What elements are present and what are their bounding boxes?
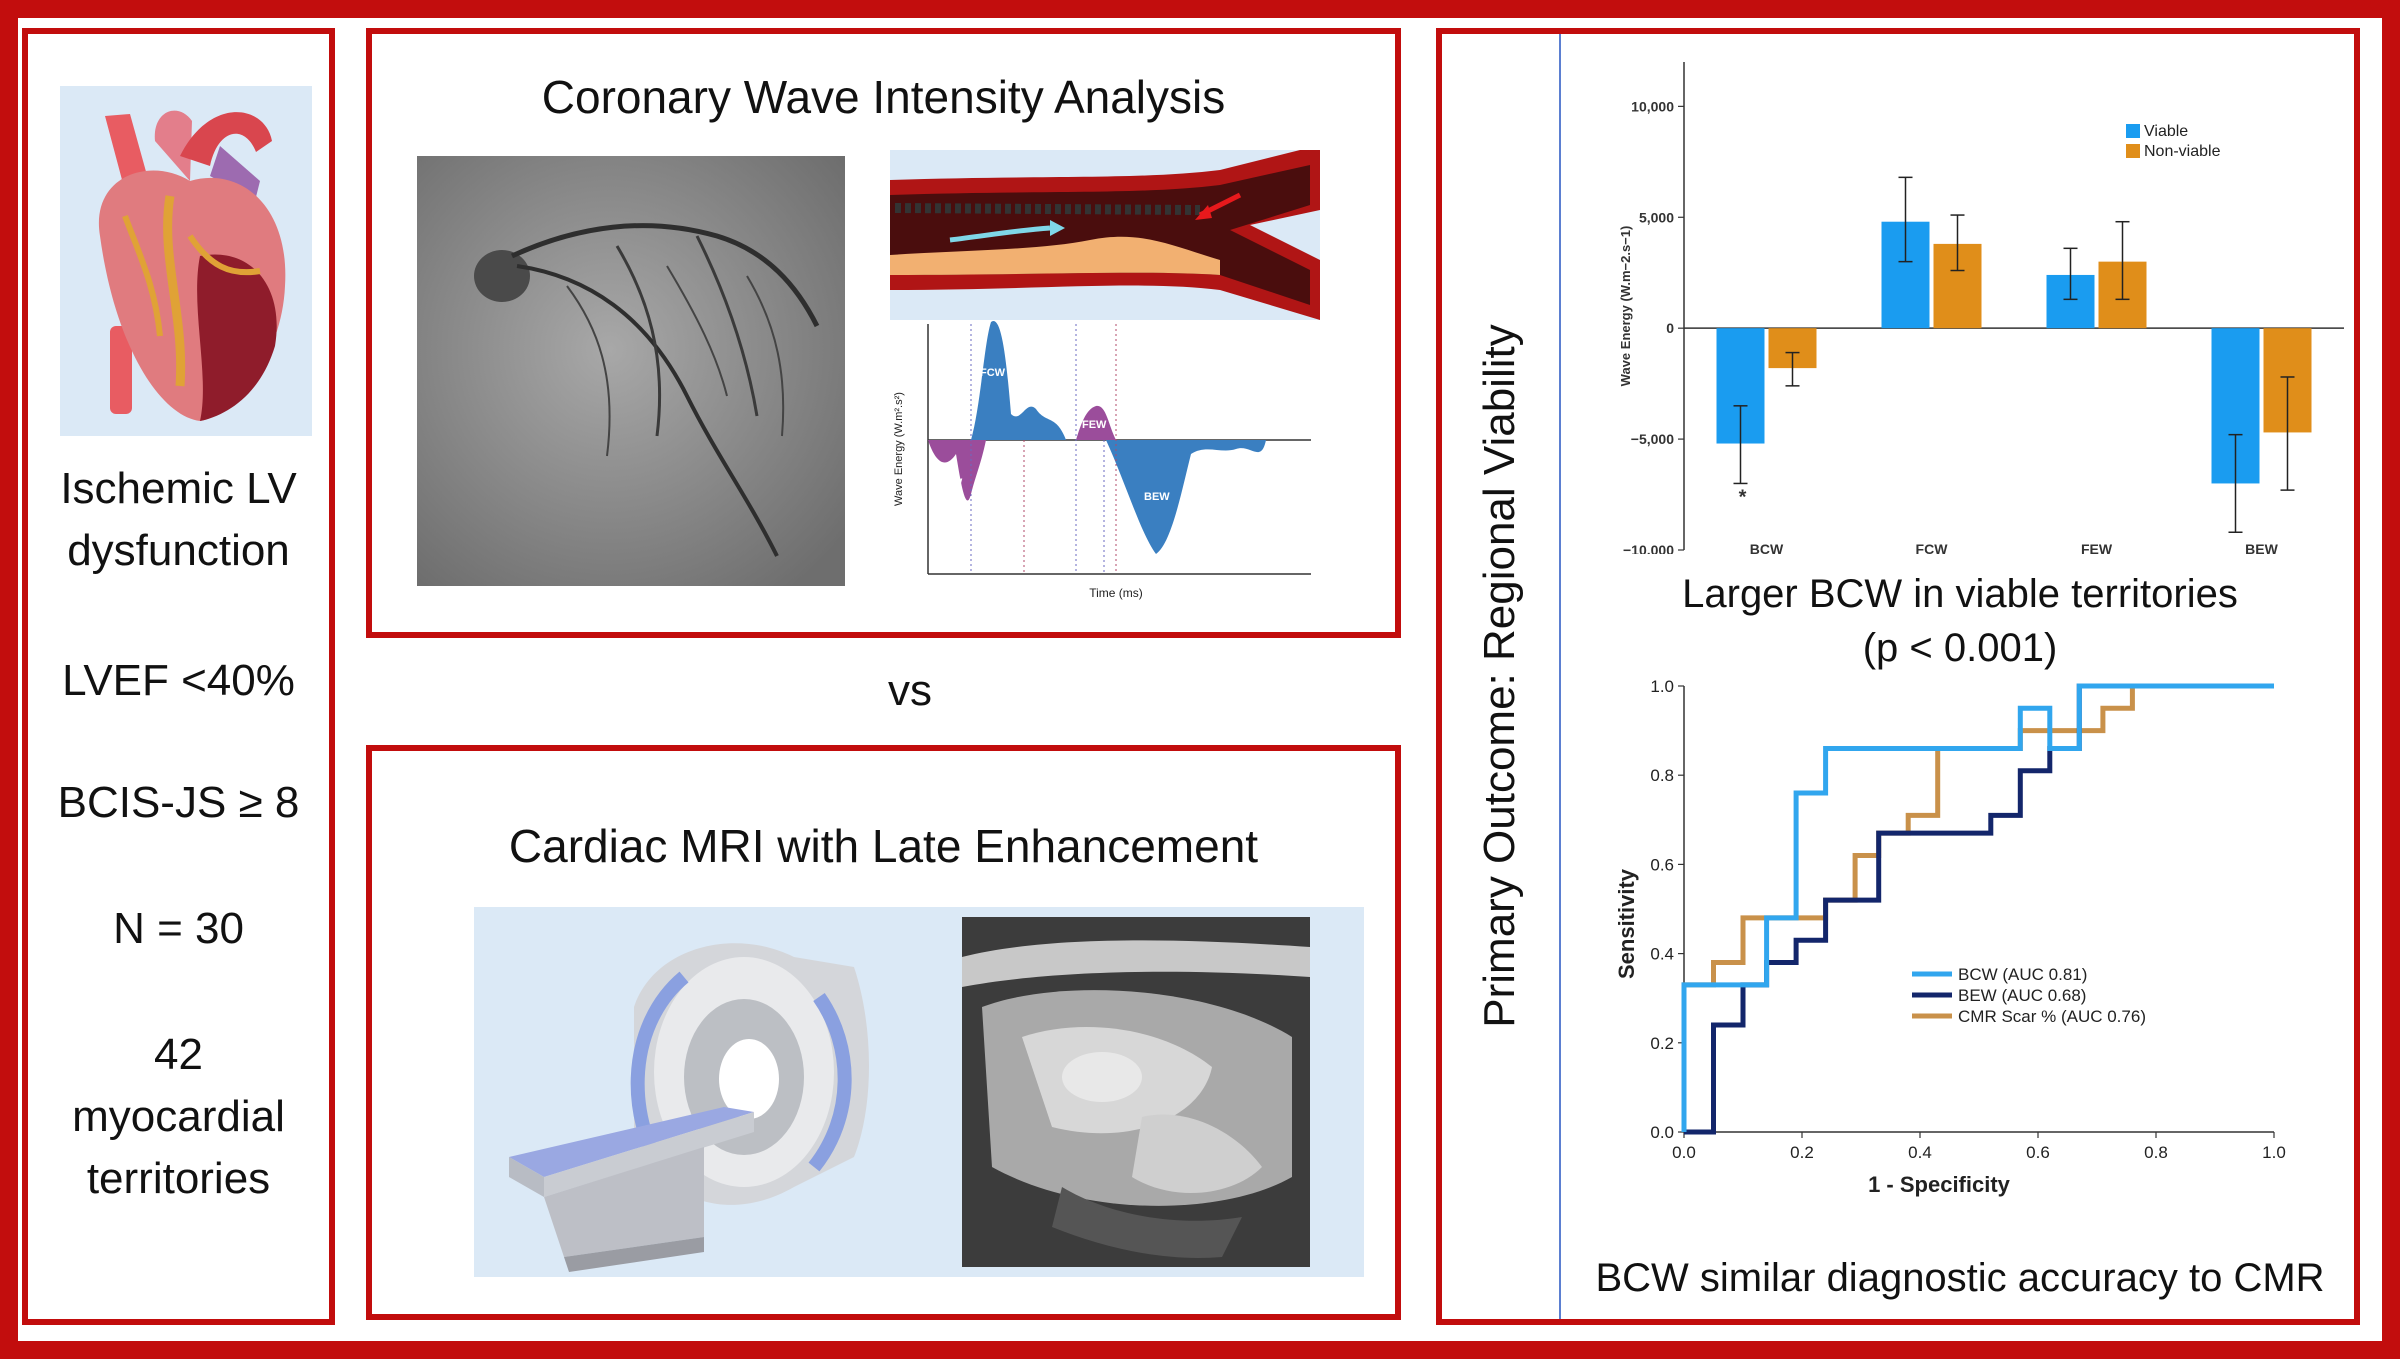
cmr-title: Cardiac MRI with Late Enhancement (508, 820, 1259, 872)
roc-y-tick-label: 0.8 (1650, 766, 1674, 785)
bar-y-tick-label: −10,000 (1623, 542, 1674, 554)
wave-energy-bar-chart: 10,000 5,000 0 −5,000 −10,000 BCW FCW FEW BEW * Wa… (1618, 62, 2344, 554)
roc-y-tick-label: 0.2 (1650, 1034, 1674, 1053)
criteria-line-ischemic: Ischemic LV (60, 464, 297, 513)
artery-catheter-illustration (890, 150, 1320, 320)
criteria-line-42: 42 (154, 1030, 203, 1079)
significance-asterisk: * (1739, 486, 1747, 508)
mri-scanner-illustration (474, 907, 1364, 1277)
criteria-line-n: N = 30 (113, 904, 244, 953)
roc-x-axis-label: 1 - Specificity (1868, 1172, 2011, 1197)
roc-y-tick-label: 0.0 (1650, 1123, 1674, 1142)
legend-label-non-viable: Non-viable (2144, 143, 2221, 160)
patient-criteria-panel: Ischemic LV dysfunction LVEF <40% BCIS-J… (22, 28, 335, 1325)
criteria-line-lvef: LVEF <40% (62, 656, 295, 705)
bcw-label: BCW (936, 477, 963, 489)
bar-category-label: BEW (2245, 541, 2278, 554)
cmr-panel: Cardiac MRI with Late Enhancement (366, 745, 1401, 1320)
legend-label-viable: Viable (2144, 123, 2188, 140)
roc-y-tick-label: 0.4 (1650, 945, 1674, 964)
legend-swatch-non-viable (2126, 144, 2140, 158)
criteria-line-myocardial: myocardial (72, 1092, 285, 1141)
roc-x-tick-label: 0.8 (2144, 1143, 2168, 1162)
roc-x-tick-label: 0.6 (2026, 1143, 2050, 1162)
outcome-panel: Primary Outcome: Regional Viability 10,0… (1436, 28, 2360, 1325)
roc-x-tick-label: 1.0 (2262, 1143, 2286, 1162)
cwia-panel: Coronary Wave Intensity Analysis (366, 28, 1401, 638)
roc-x-tick-label: 0.4 (1908, 1143, 1932, 1162)
criteria-line-bcis: BCIS-JS ≥ 8 (57, 778, 300, 827)
bar-y-tick-label: 5,000 (1639, 209, 1674, 225)
fcw-label: FCW (980, 367, 1006, 379)
roc-curve-chart: 0.0 0.2 0.4 0.6 0.8 1.0 0.0 0.2 0.4 0.6 0.8 1.0 1 - … (1614, 677, 2286, 1197)
roc-x-tick-label: 0.2 (1790, 1143, 1814, 1162)
legend-swatch-viable (2126, 124, 2140, 138)
criteria-line-dysfunction: dysfunction (67, 526, 290, 575)
cardiac-mri-image (962, 917, 1310, 1267)
wave-xlabel: Time (ms) (1089, 586, 1143, 600)
vs-label: vs (888, 666, 932, 715)
bar-caption-1: Larger BCW in viable territories (1682, 572, 2238, 616)
bar-y-tick-label: 0 (1666, 320, 1674, 336)
wave-ylabel: Wave Energy (W.m².s²) (893, 392, 905, 506)
roc-y-axis-label: Sensitivity (1614, 868, 1639, 979)
outcome-side-title: Primary Outcome: Regional Viability (1475, 324, 1524, 1028)
bar-y-tick-label: 10,000 (1631, 98, 1674, 114)
few-label: FEW (1082, 419, 1107, 431)
roc-legend-label: BEW (AUC 0.68) (1958, 986, 2086, 1005)
roc-caption: BCW similar diagnostic accuracy to CMR (1595, 1256, 2325, 1300)
roc-legend-label: BCW (AUC 0.81) (1958, 965, 2087, 984)
bar-category-label: BCW (1750, 541, 1784, 554)
bew-label: BEW (1144, 491, 1170, 503)
wave-intensity-plot: FCW FEW BCW BEW Wave Energy (W.m².s²) Ti… (893, 320, 1311, 600)
roc-y-tick-label: 0.6 (1650, 855, 1674, 874)
bar-y-tick-label: −5,000 (1631, 431, 1674, 447)
roc-legend-label: CMR Scar % (AUC 0.76) (1958, 1007, 2146, 1026)
criteria-line-territories: territories (86, 1154, 271, 1203)
bar-y-axis-label: Wave Energy (W.m−2.s−1) (1618, 226, 1633, 387)
roc-curve-bcw (1681, 683, 2274, 1132)
cwia-title: Coronary Wave Intensity Analysis (541, 71, 1226, 123)
bar-caption-2: (p < 0.001) (1862, 626, 2058, 670)
heart-illustration-icon (60, 86, 312, 436)
roc-curve-cmr (1681, 683, 2274, 1132)
roc-y-tick-label: 1.0 (1650, 677, 1674, 696)
roc-x-tick-label: 0.0 (1672, 1143, 1696, 1162)
outcome-side-divider (1559, 34, 1561, 1319)
bar-category-label: FEW (2081, 541, 2113, 554)
bar-category-label: FCW (1916, 541, 1949, 554)
roc-curve-bew (1684, 683, 2274, 1135)
angiogram-image (417, 156, 845, 586)
